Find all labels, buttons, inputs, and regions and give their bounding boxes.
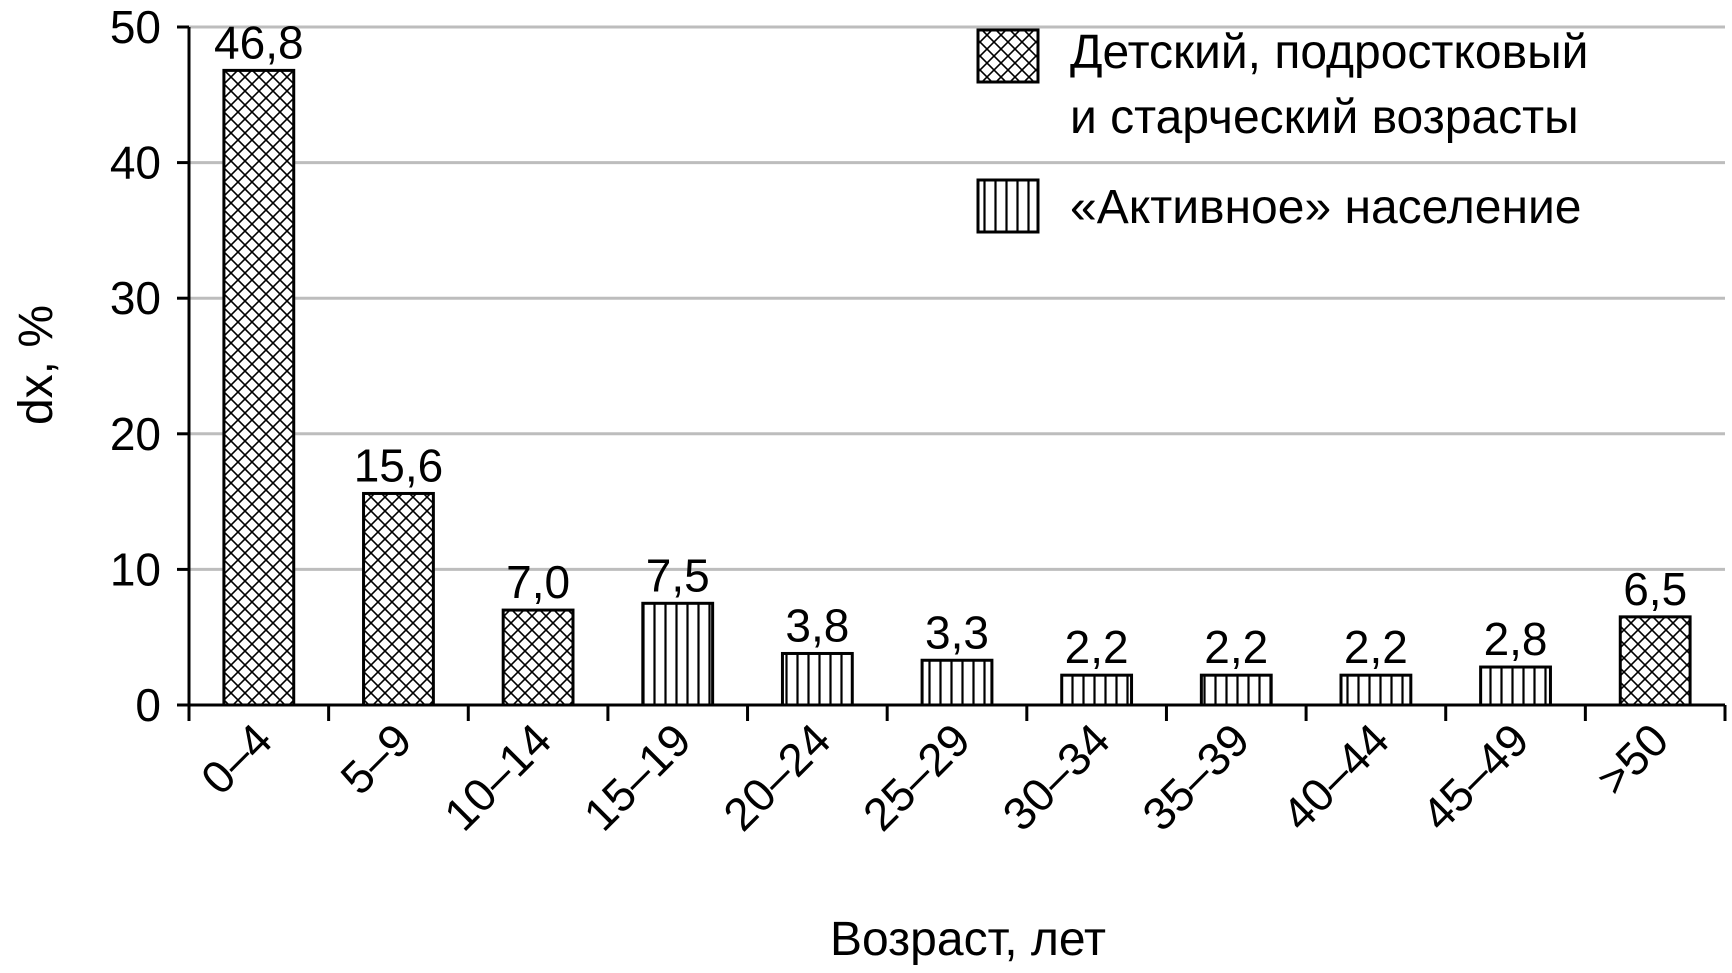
legend-swatch-active — [976, 178, 1040, 234]
data-label-6: 2,2 — [1065, 621, 1129, 673]
data-label-9: 2,8 — [1484, 613, 1548, 665]
x-tick-label-1: 5–9 — [330, 713, 421, 804]
data-label-10: 6,5 — [1623, 563, 1687, 615]
x-tick-label-4: 20–24 — [713, 713, 840, 840]
legend-label-active-0: «Активное» население — [1070, 181, 1582, 234]
bar--50 — [1618, 615, 1692, 707]
y-tick-label-40: 40 — [110, 137, 161, 189]
data-labels: 46,8 15,6 7,0 7,5 3,8 3,3 2,2 2,2 2,2 2,8 6,5 — [214, 16, 1687, 673]
bars — [222, 68, 1692, 707]
legend-label-child-1: и старческий возрасты — [1070, 91, 1579, 144]
x-axis-title: Возраст, лет — [830, 913, 1106, 966]
x-tick-label-8: 40–44 — [1272, 713, 1399, 840]
data-label-0: 46,8 — [214, 16, 304, 68]
bar-0-4 — [222, 68, 296, 707]
data-label-7: 2,2 — [1204, 621, 1268, 673]
bar-20-24 — [780, 651, 854, 707]
data-label-1: 15,6 — [354, 439, 444, 491]
bar-45-49 — [1479, 665, 1552, 707]
data-label-3: 7,5 — [646, 549, 710, 601]
x-tick-label-5: 25–29 — [853, 713, 980, 840]
x-tick-label-0: 0–4 — [191, 713, 282, 804]
bar-10-14 — [501, 608, 575, 707]
grid-lines — [189, 25, 1725, 571]
x-tick-label-10: >50 — [1586, 713, 1678, 805]
legend: Детский, подростковый и старческий возрас… — [976, 26, 1588, 234]
x-tick-label-3: 15–19 — [574, 713, 701, 840]
y-tick-label-30: 30 — [110, 272, 161, 324]
data-label-4: 3,8 — [785, 599, 849, 651]
legend-label-child-0: Детский, подростковый — [1070, 26, 1588, 79]
x-tick-label-2: 10–14 — [434, 713, 561, 840]
data-label-5: 3,3 — [925, 606, 989, 658]
bar-35-39 — [1199, 673, 1273, 707]
y-tick-label-20: 20 — [110, 408, 161, 460]
bar-30-34 — [1060, 673, 1134, 707]
y-tick-label-0: 0 — [135, 679, 161, 731]
data-label-2: 7,0 — [506, 556, 570, 608]
y-tick-label-50: 50 — [110, 1, 161, 53]
bar-40-44 — [1339, 673, 1413, 707]
data-label-8: 2,2 — [1344, 621, 1408, 673]
y-axis-title: dx, % — [10, 305, 63, 425]
x-tick-label-9: 45–49 — [1411, 713, 1538, 840]
bar-5-9 — [362, 491, 435, 707]
bar-25-29 — [920, 658, 994, 707]
y-tick-label-10: 10 — [110, 543, 161, 595]
bar-15-19 — [641, 601, 715, 707]
x-tick-label-6: 30–34 — [992, 713, 1119, 840]
x-tick-label-7: 35–39 — [1132, 713, 1259, 840]
legend-swatch-child — [976, 28, 1040, 84]
